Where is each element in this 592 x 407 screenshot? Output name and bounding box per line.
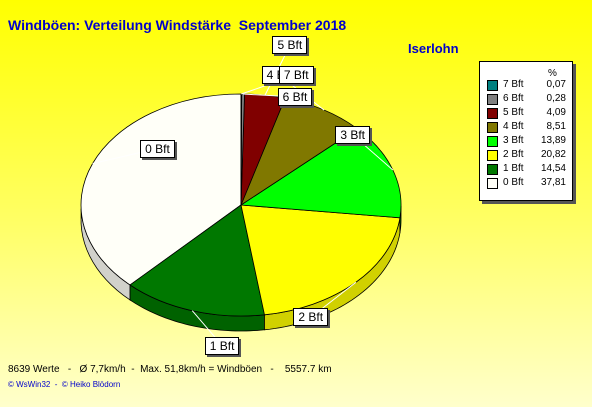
legend-swatch — [487, 178, 498, 189]
legend-swatch — [487, 150, 498, 161]
statistics-footer: 8639 Werte - Ø 7,7km/h - Max. 51,8km/h =… — [8, 364, 332, 375]
legend-swatch — [487, 108, 498, 119]
legend-item-1-bft: 1 Bft 14,54 — [486, 163, 570, 175]
legend-item-5-bft: 5 Bft 4,09 — [486, 107, 570, 119]
chart-title: Windböen: Verteilung Windstärke Septembe… — [8, 17, 347, 33]
legend-value: 8,51 — [546, 121, 566, 132]
legend: % 7 Bft 0,07 6 Bft 0,28 5 Bft 4,09 4 Bft 8,51 3 … — [479, 61, 573, 201]
legend-label: 2 Bft — [503, 149, 524, 160]
legend-swatch — [487, 94, 498, 105]
legend-value: 13,89 — [540, 135, 566, 146]
legend-label: 1 Bft — [503, 163, 524, 174]
pie-slice-2-bft — [240, 204, 401, 316]
legend-value: 0,07 — [546, 79, 566, 90]
legend-value: 20,82 — [540, 149, 566, 160]
slice-label-5-bft: 5 Bft — [272, 36, 308, 55]
legend-item-6-bft: 6 Bft 0,28 — [486, 93, 570, 105]
legend-swatch — [487, 136, 498, 147]
legend-swatch — [487, 122, 498, 133]
slice-label-7-bft: 7 Bft — [278, 66, 314, 84]
station-name: Iserlohn — [408, 41, 459, 56]
legend-swatch — [487, 164, 498, 175]
copyright-text: © WsWin32 - © Heiko Blödorn — [8, 380, 121, 389]
legend-item-3-bft: 3 Bft 13,89 — [486, 135, 570, 147]
slice-label-2-bft: 2 Bft — [293, 308, 329, 327]
legend-value: 4,09 — [546, 107, 566, 118]
legend-item-0-bft: 0 Bft 37,81 — [486, 177, 570, 189]
legend-value: 14,54 — [540, 163, 566, 174]
legend-swatch — [487, 80, 498, 91]
legend-label: 3 Bft — [503, 135, 524, 146]
slice-label-0-bft: 0 Bft — [140, 139, 175, 158]
legend-value: 37,81 — [540, 177, 566, 188]
legend-item-7-bft: 7 Bft 0,07 — [486, 79, 570, 91]
slice-label-3-bft: 3 Bft — [335, 125, 371, 144]
legend-label: 5 Bft — [503, 107, 524, 118]
slice-label-6-bft: 6 Bft — [277, 88, 313, 106]
legend-item-2-bft: 2 Bft 20,82 — [486, 149, 570, 161]
legend-value: 0,28 — [546, 93, 566, 104]
slice-label-1-bft: 1 Bft — [204, 336, 240, 355]
legend-label: 4 Bft — [503, 121, 524, 132]
legend-header: % — [548, 68, 557, 79]
legend-item-4-bft: 4 Bft 8,51 — [486, 121, 570, 133]
legend-label: 0 Bft — [503, 177, 524, 188]
pie-slice-1-bft — [129, 204, 265, 317]
legend-label: 7 Bft — [503, 79, 524, 90]
legend-label: 6 Bft — [503, 93, 524, 104]
